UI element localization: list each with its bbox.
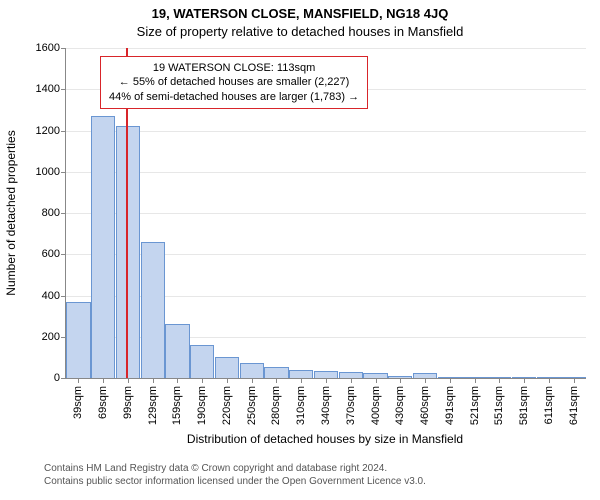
gridline: [66, 131, 586, 132]
x-tick-label: 340sqm: [320, 386, 332, 425]
y-tick-label: 400: [42, 290, 66, 302]
histogram-bar: [66, 302, 90, 378]
x-tick-label: 250sqm: [246, 386, 258, 425]
x-tick-label: 521sqm: [469, 386, 481, 425]
y-axis-label: Number of detached properties: [4, 130, 18, 295]
attribution-line1: Contains HM Land Registry data © Crown c…: [44, 463, 426, 476]
y-tick-label: 600: [42, 248, 66, 260]
x-tick-label: 551sqm: [493, 386, 505, 425]
histogram-bar: [215, 357, 239, 378]
x-tick-label: 370sqm: [345, 386, 357, 425]
x-tick-mark: [202, 378, 203, 383]
y-tick-label: 200: [42, 331, 66, 343]
x-tick-mark: [153, 378, 154, 383]
x-tick-mark: [301, 378, 302, 383]
x-axis-label: Distribution of detached houses by size …: [65, 432, 585, 446]
annotation-line-1: 19 WATERSON CLOSE: 113sqm: [109, 61, 359, 75]
x-tick-mark: [351, 378, 352, 383]
chart-title-line1: 19, WATERSON CLOSE, MANSFIELD, NG18 4JQ: [0, 6, 600, 21]
y-tick-label: 1000: [36, 166, 66, 178]
x-tick-label: 69sqm: [97, 386, 109, 419]
histogram-bar: [289, 370, 313, 378]
x-tick-label: 641sqm: [568, 386, 580, 425]
y-tick-label: 1200: [36, 125, 66, 137]
x-tick-mark: [326, 378, 327, 383]
chart-title-line2: Size of property relative to detached ho…: [0, 24, 600, 39]
x-tick-mark: [103, 378, 104, 383]
x-tick-mark: [128, 378, 129, 383]
attribution-footer: Contains HM Land Registry data © Crown c…: [44, 463, 426, 488]
histogram-bar: [141, 242, 165, 378]
x-tick-label: 400sqm: [370, 386, 382, 425]
histogram-bar: [165, 324, 189, 378]
x-tick-label: 190sqm: [196, 386, 208, 425]
x-tick-label: 310sqm: [295, 386, 307, 425]
x-tick-label: 581sqm: [518, 386, 530, 425]
x-tick-mark: [450, 378, 451, 383]
attribution-line2: Contains public sector information licen…: [44, 476, 426, 489]
x-tick-mark: [276, 378, 277, 383]
x-tick-mark: [177, 378, 178, 383]
y-tick-label: 1600: [36, 42, 66, 54]
x-tick-mark: [425, 378, 426, 383]
y-tick-label: 0: [54, 372, 66, 384]
x-tick-mark: [252, 378, 253, 383]
x-tick-mark: [574, 378, 575, 383]
histogram-bar: [264, 367, 288, 378]
x-tick-label: 460sqm: [419, 386, 431, 425]
x-tick-label: 99sqm: [122, 386, 134, 419]
x-tick-label: 611sqm: [543, 386, 555, 424]
y-tick-label: 1400: [36, 83, 66, 95]
gridline: [66, 213, 586, 214]
histogram-bar: [240, 363, 264, 378]
x-tick-mark: [400, 378, 401, 383]
x-tick-mark: [475, 378, 476, 383]
x-tick-mark: [227, 378, 228, 383]
x-tick-mark: [549, 378, 550, 383]
x-tick-mark: [524, 378, 525, 383]
property-annotation-box: 19 WATERSON CLOSE: 113sqm← 55% of detach…: [100, 56, 368, 109]
annotation-line-3: 44% of semi-detached houses are larger (…: [109, 90, 359, 104]
gridline: [66, 48, 586, 49]
x-tick-label: 491sqm: [444, 386, 456, 425]
x-tick-mark: [78, 378, 79, 383]
gridline: [66, 172, 586, 173]
y-tick-label: 800: [42, 207, 66, 219]
x-tick-label: 280sqm: [270, 386, 282, 425]
x-tick-label: 220sqm: [221, 386, 233, 425]
histogram-bar: [91, 116, 115, 378]
x-tick-label: 39sqm: [72, 386, 84, 419]
histogram-bar: [190, 345, 214, 378]
annotation-line-2: ← 55% of detached houses are smaller (2,…: [109, 75, 359, 89]
x-tick-label: 430sqm: [394, 386, 406, 425]
histogram-bar: [314, 371, 338, 378]
x-tick-label: 159sqm: [171, 386, 183, 425]
x-tick-label: 129sqm: [147, 386, 159, 425]
x-tick-mark: [499, 378, 500, 383]
x-tick-mark: [376, 378, 377, 383]
